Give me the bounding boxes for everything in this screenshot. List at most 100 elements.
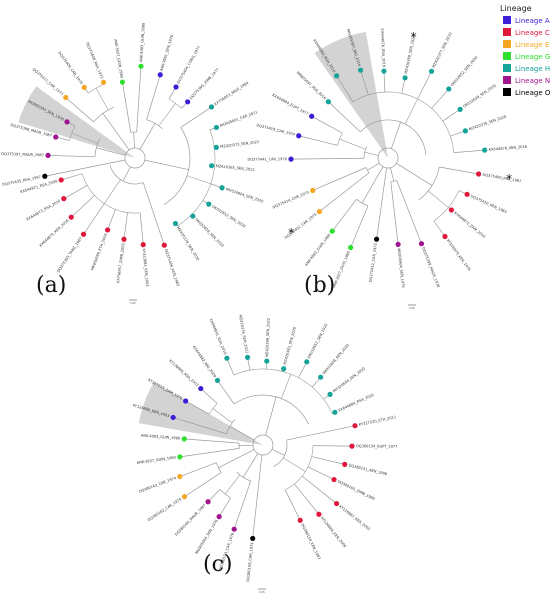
tip-branch <box>146 74 161 120</box>
panel-b-tree: DQ375441_CAR_1976 DQ375419_CAR_1974 KX6448… <box>247 28 527 310</box>
tip-node-a <box>296 133 302 139</box>
tip-label: MZ420377_SEN_2022 <box>432 32 453 69</box>
tip-node-g <box>177 454 183 460</box>
legend-swatch-c <box>503 28 511 36</box>
tip-branch <box>122 81 132 133</box>
subclade-stem <box>71 132 98 144</box>
legend-label-a: Lineage A <box>515 17 550 25</box>
subclade-stem <box>224 474 240 495</box>
tip-node-n <box>418 241 425 247</box>
subclade-stem <box>186 175 211 185</box>
tip-branch <box>70 195 95 218</box>
tip-node-a <box>157 72 163 78</box>
clade-arc <box>93 106 115 123</box>
tip-label: KX644873_RSA_2010 <box>26 199 62 222</box>
legend-label-h: Lineage H <box>515 65 550 73</box>
tip-node-h <box>304 359 310 365</box>
tip-label: MK850099_ETH_2019 <box>90 232 108 271</box>
scale-bar-label: 0.05 <box>130 301 136 305</box>
tip-branch <box>123 212 128 240</box>
clade-stem <box>260 454 263 469</box>
subclade-arc <box>285 445 314 491</box>
tip-node-e <box>316 208 323 215</box>
tip-branch <box>417 71 432 100</box>
tip-branch <box>179 448 240 458</box>
tip-branch <box>142 182 165 246</box>
tip-branch <box>217 380 235 405</box>
tip-node-n <box>231 526 237 532</box>
tip-node-c <box>464 191 470 197</box>
tip-node-a <box>183 398 189 404</box>
tip-branch <box>383 71 386 93</box>
legend-swatch-e <box>503 40 511 48</box>
panel-c-label: (c) <box>203 552 233 577</box>
tip-branch <box>376 195 384 240</box>
tip-label: DQ380143_CAR_1974 <box>138 476 177 494</box>
tip-branch <box>396 180 422 244</box>
tip-label: OK032652_SEN_2020 <box>211 205 247 229</box>
tip-node-e <box>177 473 183 480</box>
tip-node-a <box>288 156 294 162</box>
tip-branch <box>252 468 261 539</box>
tip-label: MG905601_CAR_2011 <box>220 110 259 128</box>
clade-arc <box>109 165 144 185</box>
tip-branch <box>180 106 212 128</box>
legend-swatch-h <box>503 64 511 72</box>
tip-node-e <box>63 94 69 101</box>
clade-stem <box>144 159 189 171</box>
tip-label: MZ420378_SEN_2022 <box>238 314 249 353</box>
subclade-arc <box>176 129 216 227</box>
tip-node-g <box>138 63 144 69</box>
clade-arc <box>360 119 427 155</box>
tip-node-c <box>121 236 127 242</box>
root-ring <box>252 434 274 456</box>
tip-node-c <box>104 227 111 233</box>
scale-bar-label: 0.05 <box>259 590 265 594</box>
tip-label: MZ420383_SEN_2020 <box>283 326 297 366</box>
tip-label: KX644870_KEN_2016 <box>39 218 71 248</box>
tip-label: KY423881_KEN_2003 <box>142 248 150 286</box>
tip-label: DQ375419_CAR_1974 <box>256 123 296 137</box>
clade-stem <box>271 449 285 456</box>
scale-bar-label: 0.05 <box>409 306 415 310</box>
tip-node-h <box>446 86 452 92</box>
tip-label: OK032652_SEN_2020 <box>307 322 329 359</box>
tip-label: MH324604_SEN_2020 <box>225 187 264 204</box>
tip-node-h <box>402 75 408 81</box>
tip-node-c <box>58 177 64 183</box>
asterisk-marker: * <box>411 30 417 44</box>
tip-node-e <box>181 494 188 500</box>
tip-node-c <box>316 511 322 517</box>
clade-arc <box>273 440 288 467</box>
tip-node-h <box>209 163 215 169</box>
tip-node-g <box>348 244 354 251</box>
tip-branch <box>291 157 365 160</box>
tip-branch <box>61 173 83 181</box>
tip-branch <box>311 456 345 465</box>
tip-label: DQ375412_CAR_1975 <box>368 243 377 283</box>
tip-node-h <box>462 128 468 134</box>
tip-label: KX644871_ZAM_2010 <box>453 211 486 239</box>
tip-branch <box>350 205 369 248</box>
legend-swatch-n <box>503 76 511 84</box>
highlight-sector <box>18 86 135 158</box>
tip-label: MG905004_SEN_1976 <box>195 518 219 554</box>
tip-label: DQ380154_EGPT_1977 <box>356 444 398 449</box>
legend-label-g: Lineage G <box>515 53 550 61</box>
tip-label: KX756953_NIGE_1984 <box>214 80 250 106</box>
subclade-stem <box>339 138 366 150</box>
tip-node-e <box>81 84 87 90</box>
clade-stem <box>364 151 379 156</box>
clade-stem <box>109 159 126 164</box>
tip-node-e <box>100 79 107 85</box>
tip-label: KY126885_RSA_2003 <box>168 359 199 388</box>
asterisk-marker: * <box>506 172 512 186</box>
tip-label: OK032658_SEN_2020 <box>462 83 497 108</box>
tip-node-h <box>281 366 287 372</box>
highlight-sector <box>138 382 263 445</box>
tip-branch <box>401 77 406 94</box>
tip-label: DQ375395_ZIMB_1977 <box>189 67 220 100</box>
tip-label: DQ375397_MAUR_1987 <box>1 152 44 157</box>
tip-node-c <box>476 171 482 177</box>
tip-label: ANK-3937_GUIN_1980 <box>137 455 177 465</box>
